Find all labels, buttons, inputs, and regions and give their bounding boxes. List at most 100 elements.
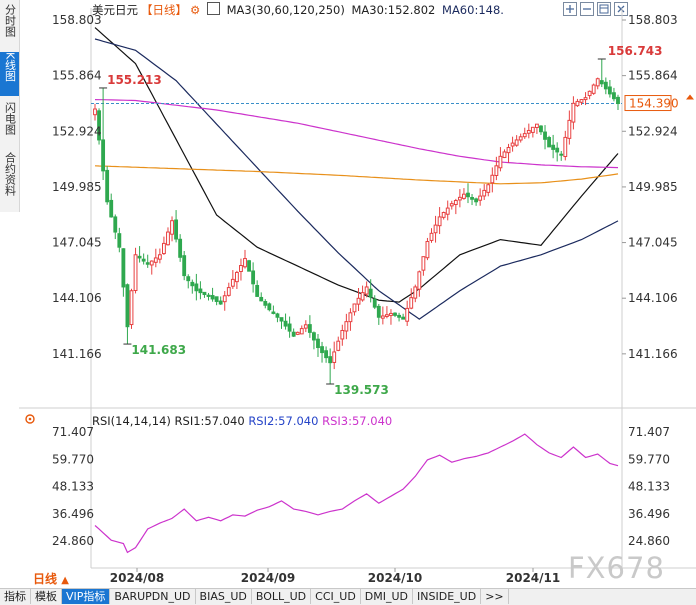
candle-body [105, 169, 110, 203]
candle-body [170, 220, 174, 235]
candle-body [372, 298, 377, 308]
candle-body [247, 260, 251, 272]
tab-time-sharing[interactable]: 分时图 [0, 4, 19, 46]
y-tick-label-right: 141.166 [628, 347, 678, 361]
annotation-layer: 155.213 141.683 139.573 156.743 [99, 44, 662, 397]
caret-up-icon [686, 94, 694, 100]
candle-body [405, 307, 410, 322]
candle-body [522, 133, 527, 138]
indicator-tab[interactable]: INSIDE_UD [413, 589, 482, 604]
indicator-tab[interactable]: DMI_UD [361, 589, 414, 604]
candle-body [502, 151, 507, 159]
candle-body [559, 153, 564, 156]
indicator-tab[interactable]: BARUPDN_UD [110, 589, 196, 604]
ma30-value: MA30:152.802 [351, 3, 436, 17]
candle-body [510, 142, 515, 147]
candle-layer [93, 58, 620, 384]
period-button[interactable]: 日线 ▲ [33, 570, 69, 587]
settings-icon[interactable]: ⚙ [190, 3, 201, 17]
rsi-tick-label-right: 24.860 [628, 534, 670, 548]
candle-body [534, 123, 539, 129]
candle-body [595, 78, 600, 87]
indicator-tab[interactable]: 指标 [0, 589, 31, 604]
candle-body [239, 264, 243, 273]
candle-body [380, 315, 385, 319]
y-tick-label-right: 158.803 [628, 13, 678, 27]
candle-body [117, 233, 122, 248]
candle-body [198, 288, 203, 294]
extreme-label: 139.573 [334, 383, 389, 397]
candle-body [384, 314, 389, 317]
indicator-tab[interactable]: VIP指标 [62, 589, 111, 604]
plus-icon[interactable] [563, 2, 577, 16]
candle-body [466, 192, 470, 198]
candle-body [336, 340, 341, 351]
candle-body [421, 256, 426, 271]
ma250-line [94, 165, 619, 185]
candle-body [299, 328, 304, 335]
candle-body [616, 96, 620, 105]
watermark: FX678 [568, 551, 665, 585]
period-label[interactable]: 【日线】 [141, 3, 187, 17]
candle-body [263, 301, 268, 306]
y-tick-label-right: 144.106 [628, 291, 678, 305]
candle-body [567, 119, 572, 139]
tab-kline[interactable]: K线图 [0, 52, 19, 96]
y-tick-label-left: 141.166 [52, 347, 102, 361]
ma-indicator-icon[interactable] [206, 2, 220, 15]
candle-body [612, 92, 616, 100]
candle-body [393, 312, 397, 316]
tab-contract-info[interactable]: 合约资料 [0, 152, 19, 208]
candle-body [368, 288, 373, 298]
rsi-gear-center [28, 417, 32, 421]
candle-body [599, 80, 604, 85]
candle-body [113, 216, 118, 233]
last-price-box [624, 95, 672, 112]
panel-icon[interactable] [597, 2, 611, 16]
x-tick-label: 2024/10 [368, 571, 422, 585]
indicator-tab[interactable]: BIAS_UD [196, 589, 252, 604]
candle-body [287, 323, 292, 332]
candle-body [178, 238, 183, 258]
candle-body [453, 200, 458, 206]
y-tick-label-left: 155.864 [52, 69, 102, 83]
candle-body [153, 257, 158, 263]
candle-body [133, 254, 138, 291]
candle-body [312, 332, 316, 341]
candle-body [255, 284, 260, 297]
candle-body [101, 139, 106, 172]
candle-body [194, 283, 199, 292]
indicator-tab[interactable]: CCI_UD [311, 589, 361, 604]
x-tick-label: 2024/08 [110, 571, 164, 585]
rsi-tick-label-left: 36.496 [52, 507, 94, 521]
candle-body [563, 136, 568, 158]
y-tick-label-right: 152.924 [628, 124, 678, 138]
rsi-tick-label-right: 71.407 [628, 425, 670, 439]
candle-body [364, 286, 369, 295]
candle-body [251, 270, 256, 285]
indicator-tab[interactable]: >> [481, 589, 509, 604]
candle-body [449, 203, 454, 207]
candle-body [307, 324, 312, 333]
candle-body [352, 303, 357, 313]
main-legend: 美元日元 【日线】 ⚙ MA3(30,60,120,250) MA30:152.80… [92, 2, 507, 18]
indicator-tab[interactable]: 模板 [31, 589, 62, 604]
candle-body [486, 184, 491, 193]
minus-icon[interactable] [580, 2, 594, 16]
close-icon[interactable] [614, 2, 628, 16]
rsi1-value: RSI1:57.040 [174, 414, 245, 428]
candle-body [526, 129, 531, 134]
candle-body [482, 189, 487, 197]
candle-body [433, 224, 438, 234]
candle-body [328, 356, 333, 364]
rsi-line [94, 433, 619, 554]
candle-body [401, 316, 406, 320]
rsi2-value: RSI2:57.040 [248, 414, 319, 428]
tab-lightning[interactable]: 闪电图 [0, 102, 19, 144]
y-tick-label-left: 147.045 [52, 236, 102, 250]
candle-body [583, 97, 588, 101]
ma-layer [91, 27, 622, 320]
indicator-tab[interactable]: BOLL_UD [252, 589, 312, 604]
candle-body [190, 281, 195, 287]
caret-up-icon: ▲ [61, 575, 69, 586]
